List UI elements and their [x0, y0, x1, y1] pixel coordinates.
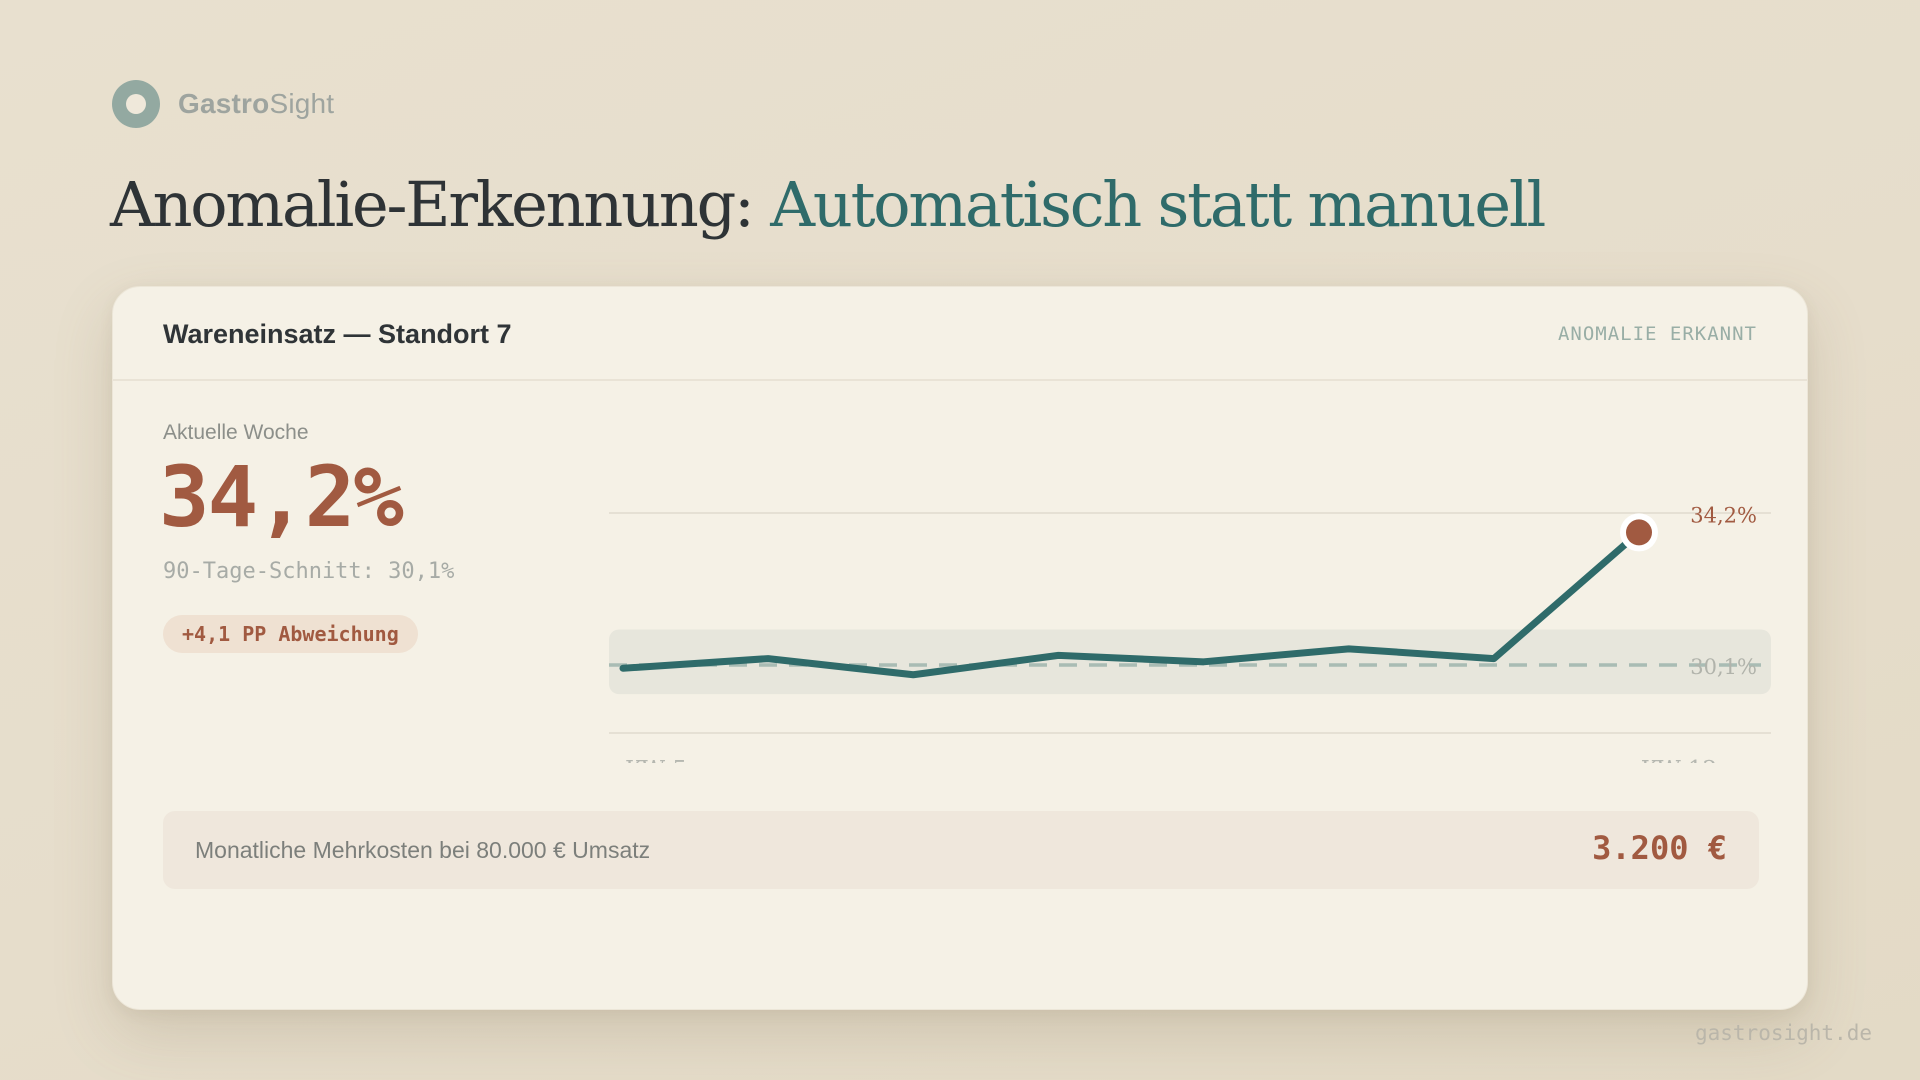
current-week-label: Aktuelle Woche — [163, 421, 309, 444]
anomaly-card: Wareneinsatz — Standort 7 ANOMALIE ERKAN… — [112, 286, 1808, 1010]
chart-x-tick-label: KW 5 — [625, 757, 687, 763]
deviation-badge: +4,1 PP Abweichung — [163, 615, 418, 653]
footer-url: gastrosight.de — [1694, 1021, 1872, 1045]
ninety-day-average: 90-Tage-Schnitt: 30,1% — [163, 559, 455, 584]
chart-baseline-label: 30,1% — [1690, 655, 1757, 679]
brand-name-regular: Sight — [269, 88, 335, 119]
cost-trend-chart: 34,2% 30,1% KW 5 KW 12 — [609, 503, 1771, 763]
chart-anomaly-label: 34,2% — [1690, 503, 1757, 527]
page-title-prefix: Anomalie-Erkennung: — [110, 168, 771, 241]
chart-anomaly-point — [1626, 519, 1652, 546]
chart-x-tick-label: KW 12 — [1641, 757, 1718, 763]
brand: GastroSight — [112, 80, 334, 128]
current-week-value: 34,2% — [159, 448, 404, 546]
card-header: Wareneinsatz — Standort 7 ANOMALIE ERKAN… — [113, 287, 1807, 381]
page-title-accent: Automatisch statt manuell — [770, 168, 1546, 241]
chart-series-line — [619, 528, 1643, 679]
page-title: Anomalie-Erkennung: Automatisch statt ma… — [110, 168, 1546, 241]
cost-summary-bar: Monatliche Mehrkosten bei 80.000 € Umsat… — [163, 811, 1759, 889]
cost-summary-value: 3.200 € — [1592, 829, 1727, 867]
brand-name: GastroSight — [178, 88, 334, 120]
anomaly-status-label: ANOMALIE ERKANNT — [1557, 323, 1757, 345]
card-title: Wareneinsatz — Standort 7 — [163, 319, 512, 349]
brand-name-bold: Gastro — [178, 88, 270, 119]
ring-logo-icon — [112, 80, 160, 128]
cost-summary-label: Monatliche Mehrkosten bei 80.000 € Umsat… — [195, 837, 651, 863]
